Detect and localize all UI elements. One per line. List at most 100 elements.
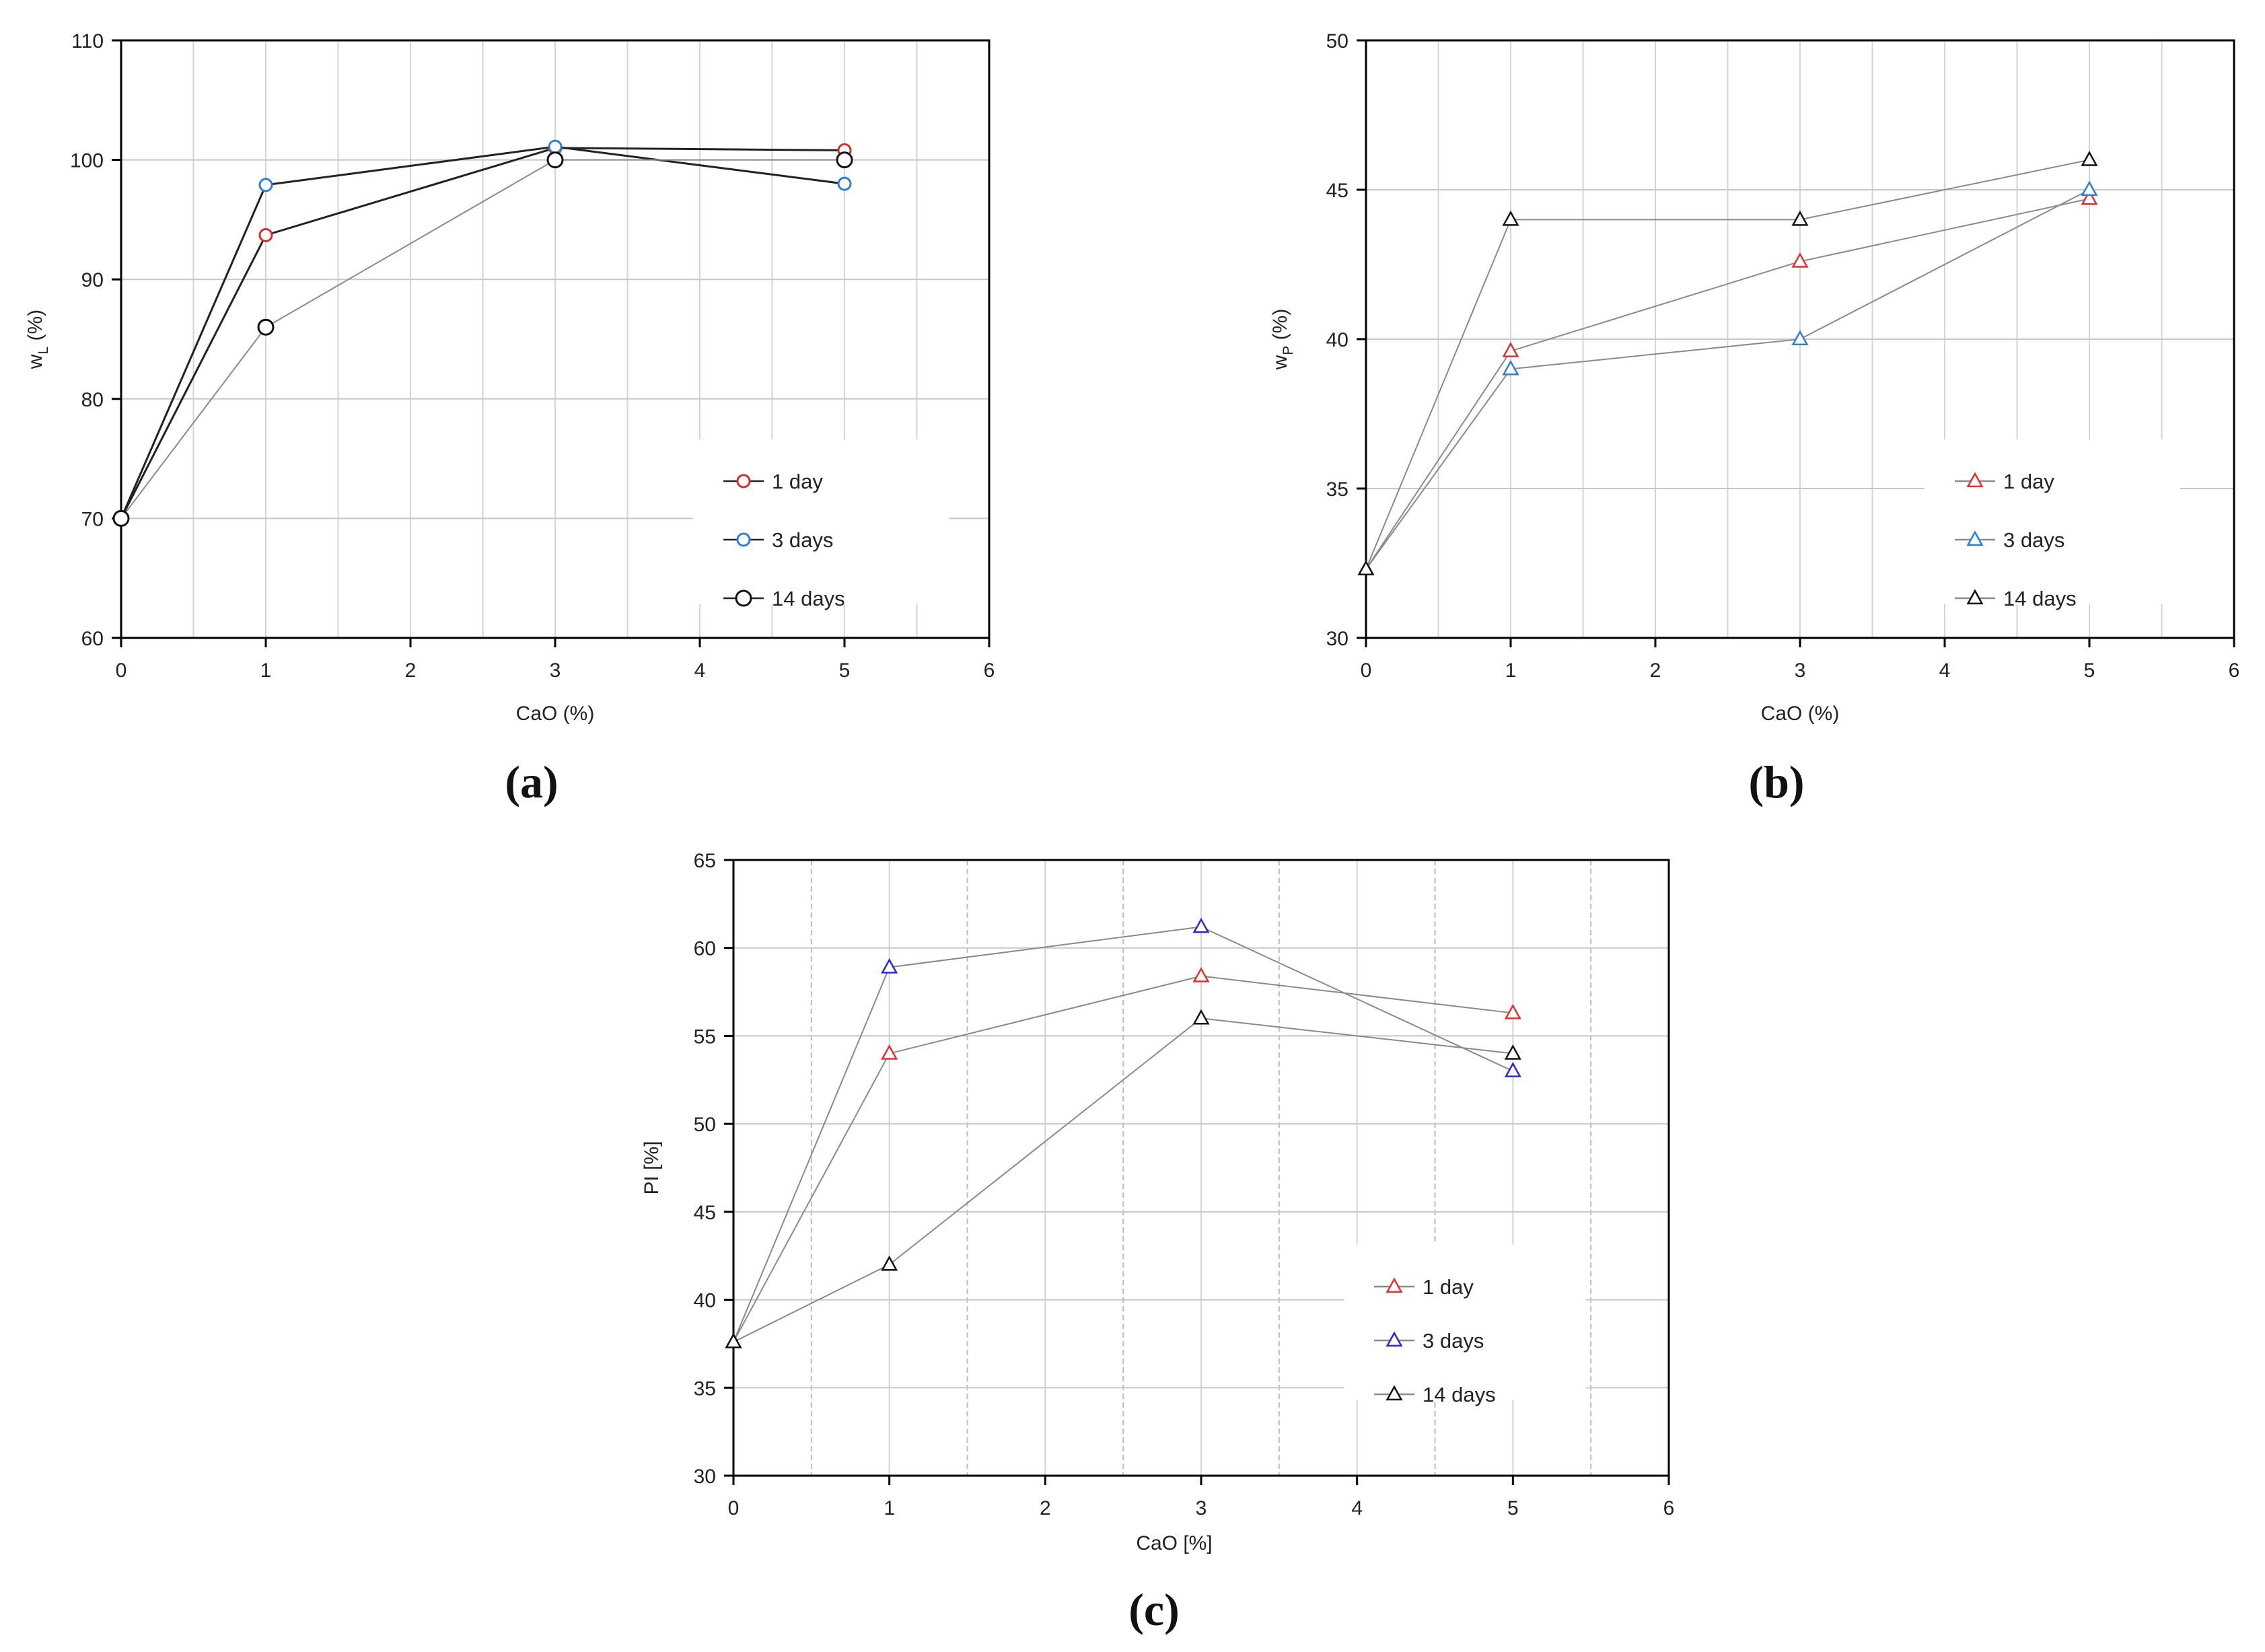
data-point [1502,342,1519,357]
x-tick-label: 2 [405,659,417,682]
legend-label: 1 day [1423,1275,1474,1299]
x-tick-label: 0 [116,659,127,682]
data-point [881,1044,898,1060]
y-tick-label: 35 [1326,478,1349,501]
data-point [258,227,273,242]
data-point [1791,210,1809,226]
series-line-3-days [1365,189,2090,570]
data-point [1502,210,1519,226]
data-point [1357,560,1375,576]
data-point [881,1255,898,1271]
legend-marker [1966,589,1984,605]
y-tick-label: 70 [81,508,104,530]
legend-marker [1386,1385,1403,1401]
legend-marker [1966,530,1984,546]
x-tick-label: 6 [2229,659,2240,682]
y-axis-label: wP (%) [1269,309,1296,371]
x-tick-label: 2 [1650,659,1661,682]
data-point [1504,1062,1521,1077]
legend-marker [736,532,751,547]
series-line-3-days [120,145,845,519]
y-tick-label: 100 [70,150,104,172]
y-axis-label-main: w [1269,355,1291,370]
y-tick-label: 30 [694,1466,716,1488]
data-point [725,1332,742,1349]
x-tick-label: 6 [1663,1497,1675,1519]
data-point [548,139,563,154]
legend-label: 1 day [772,470,823,493]
data-point [1504,1044,1521,1060]
y-tick-label: 45 [1326,180,1349,202]
legend-marker [1386,1277,1403,1293]
legend-marker [1966,472,1984,488]
data-point [1192,917,1210,933]
y-tick-label: 30 [1326,628,1349,650]
legend-background [693,439,949,604]
x-tick-label: 1 [1505,659,1517,682]
y-tick-label: 40 [694,1290,716,1312]
y-axis-label-unit: (%) [1269,309,1291,346]
legend-label: 14 days [2003,587,2077,610]
data-point [1791,252,1809,268]
chart-panel-a: 0 1 2 3 4 5 6 60 70 80 90 100 110 CaO (%) wL (%) 1 day 3… [24,30,995,807]
y-tick-label: 60 [694,938,716,960]
y-tick-label: 65 [694,850,716,872]
x-tick-label: 0 [728,1497,740,1519]
data-point [1192,966,1210,982]
data-point [258,178,273,192]
series-line-3-days [733,926,1513,1342]
legend-label: 3 days [772,528,833,552]
legend-background [1925,439,2180,604]
x-axis-label: CaO (%) [516,703,595,725]
data-point [2081,151,2098,166]
y-tick-label: 90 [81,269,104,291]
panel-label: (b) [1748,756,1804,807]
series-line-14-days [1365,159,2090,570]
legend-label: 3 days [1423,1329,1484,1353]
legend-label: 3 days [2003,528,2064,552]
y-tick-label: 40 [1326,329,1349,351]
y-axis-label-subscript: P [1281,346,1296,355]
data-point [1192,1009,1210,1025]
y-axis-label-subscript: L [36,347,51,355]
y-axis-label-unit: (%) [24,310,46,347]
x-tick-label: 2 [1040,1497,1051,1519]
y-tick-label: 45 [694,1202,716,1224]
data-point [112,509,130,527]
x-tick-label: 4 [1939,659,1951,682]
series-line-1-day [733,975,1513,1342]
legend-marker [1386,1331,1403,1347]
series-line-14-days [120,159,844,519]
x-tick-label: 6 [984,659,995,682]
series-line-14-days [733,1017,1513,1343]
x-tick-label: 3 [1196,1497,1207,1519]
x-tick-label: 1 [260,659,272,682]
data-point [836,151,853,169]
data-point [1504,1003,1521,1019]
data-point [257,318,275,336]
data-point [2081,180,2098,196]
data-point [881,958,898,974]
panel-label: (a) [505,756,558,807]
y-tick-label: 80 [81,389,104,411]
y-axis-label: PI [%] [641,1141,663,1194]
legend-label: 14 days [772,587,845,610]
legend-marker [735,589,752,607]
x-tick-label: 4 [694,659,706,682]
series-line-1-day [120,147,845,519]
legend-background [1344,1245,1586,1400]
data-point [837,176,852,191]
data-point [2081,189,2098,205]
x-axis-label: CaO (%) [1761,703,1840,725]
x-tick-label: 3 [1795,659,1806,682]
x-tick-label: 1 [884,1497,895,1519]
legend-label: 14 days [1423,1383,1496,1406]
y-axis-label-main: PI [%] [641,1141,663,1194]
y-tick-label: 110 [71,30,104,52]
y-axis-label-main: w [24,354,46,369]
legend-marker [736,474,751,489]
y-tick-label: 55 [694,1026,716,1048]
